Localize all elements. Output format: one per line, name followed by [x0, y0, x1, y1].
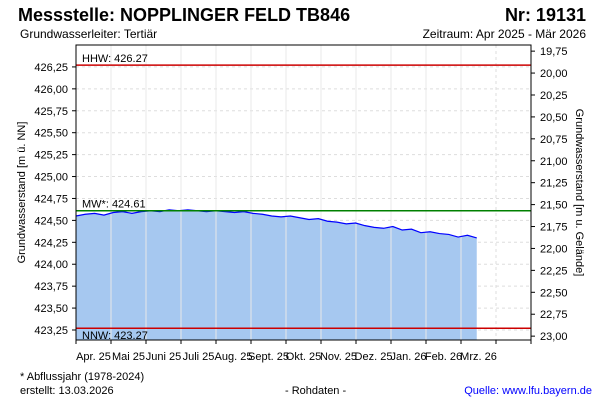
- x-tick-label: Sept. 25: [248, 351, 289, 363]
- x-tick-label: Juni 25: [146, 351, 181, 363]
- page-title: Messstelle: NOPPLINGER FELD TB846: [18, 5, 351, 25]
- x-tick-label: Dez. 25: [355, 351, 393, 363]
- y-tick-label: 426,00: [34, 84, 68, 96]
- plot-border: [75, 44, 532, 341]
- y-right-tick-label: 21,25: [540, 178, 568, 190]
- y-right-tick-label: 22,25: [540, 265, 568, 277]
- x-tick-label: Juli 25: [183, 351, 215, 363]
- y-tick-label: 425,75: [34, 106, 68, 118]
- y-right-tick-label: 20,00: [540, 68, 568, 80]
- y-tick-label: 424,00: [34, 259, 68, 271]
- reference-label: MW*: 424.61: [82, 199, 146, 211]
- y-right-tick-label: 21,75: [540, 222, 568, 234]
- area-fill: [76, 209, 477, 340]
- y-tick-label: 423,75: [34, 281, 68, 293]
- x-tick-label: Okt. 25: [286, 351, 321, 363]
- x-tick-label: Jan. 26: [390, 351, 426, 363]
- y-tick-label: 425,25: [34, 150, 68, 162]
- y-right-tick-label: 22,50: [540, 287, 568, 299]
- source-link[interactable]: Quelle: www.lfu.bayern.de: [464, 385, 592, 397]
- y-right-tick-label: 19,75: [540, 46, 568, 58]
- station-number: Nr: 19131: [504, 5, 586, 25]
- x-tick-label: Mai 25: [112, 351, 145, 363]
- y-right-tick-label: 20,75: [540, 134, 568, 146]
- y-tick-label: 423,25: [34, 325, 68, 337]
- raw-data-label: - Rohdaten -: [285, 385, 347, 397]
- y-tick-label: 425,00: [34, 172, 68, 184]
- reference-label: NNW: 423.27: [82, 330, 148, 342]
- x-tick-label: Apr. 25: [76, 351, 111, 363]
- y-tick-label: 424,25: [34, 237, 68, 249]
- y-axis-label: Grundwasserstand [m ü. NN]: [16, 122, 28, 264]
- y-tick-label: 425,50: [34, 128, 68, 140]
- reference-label: HHW: 426.27: [82, 53, 148, 65]
- y-right-tick-label: 20,25: [540, 90, 568, 102]
- x-tick-label: Feb. 26: [425, 351, 462, 363]
- y-right-tick-label: 21,50: [540, 200, 568, 212]
- y-right-tick-label: 22,75: [540, 309, 568, 321]
- footnote: * Abflussjahr (1978-2024): [20, 371, 145, 383]
- y-right-tick-label: 21,00: [540, 156, 568, 168]
- aquifer-label: Grundwasserleiter: Tertiär: [20, 27, 158, 41]
- y-tick-label: 424,75: [34, 193, 68, 205]
- x-tick-label: Nov. 25: [320, 351, 357, 363]
- y-tick-label: 423,50: [34, 303, 68, 315]
- y-axis-right-label: Grundwasserstand [m u. Gelände]: [573, 109, 585, 277]
- y-tick-label: 424,50: [34, 215, 68, 227]
- period-label: Zeitraum: Apr 2025 - Mär 2026: [422, 27, 586, 41]
- created-date: erstellt: 13.03.2026: [20, 385, 114, 397]
- y-right-tick-label: 22,00: [540, 243, 568, 255]
- y-right-tick-label: 20,50: [540, 112, 568, 124]
- y-right-tick-label: 23,00: [540, 331, 568, 343]
- y-tick-label: 426,25: [34, 62, 68, 74]
- x-tick-label: Mrz. 26: [460, 351, 497, 363]
- x-tick-label: Aug. 25: [215, 351, 253, 363]
